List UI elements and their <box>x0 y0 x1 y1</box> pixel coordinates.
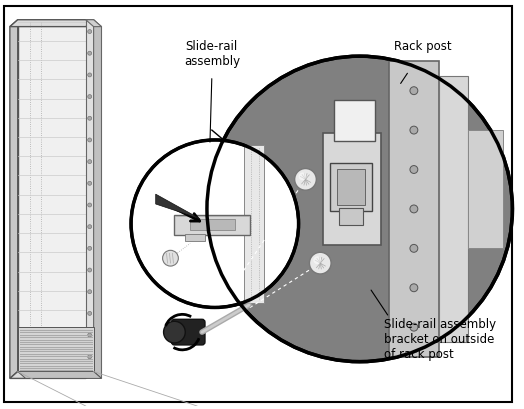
Circle shape <box>207 57 512 362</box>
Circle shape <box>88 52 92 56</box>
Text: Slide-rail assembly
bracket on outside
of rack post: Slide-rail assembly bracket on outside o… <box>384 317 496 360</box>
Circle shape <box>88 117 92 121</box>
FancyBboxPatch shape <box>339 209 363 225</box>
Circle shape <box>88 290 92 294</box>
Circle shape <box>313 256 321 265</box>
FancyBboxPatch shape <box>334 100 376 142</box>
Circle shape <box>88 355 92 359</box>
Circle shape <box>88 312 92 316</box>
FancyBboxPatch shape <box>190 220 235 231</box>
Circle shape <box>88 268 92 272</box>
Polygon shape <box>18 372 102 378</box>
FancyBboxPatch shape <box>330 163 372 211</box>
Polygon shape <box>94 21 102 378</box>
Circle shape <box>131 141 299 308</box>
FancyBboxPatch shape <box>337 169 365 205</box>
Polygon shape <box>156 195 200 219</box>
Polygon shape <box>10 21 94 27</box>
Circle shape <box>410 127 418 135</box>
Circle shape <box>310 253 331 274</box>
Circle shape <box>162 251 178 266</box>
Polygon shape <box>10 21 18 378</box>
Circle shape <box>299 173 307 181</box>
Circle shape <box>88 160 92 164</box>
FancyBboxPatch shape <box>171 319 205 345</box>
Circle shape <box>294 169 316 191</box>
Circle shape <box>88 225 92 229</box>
Polygon shape <box>86 21 102 27</box>
Circle shape <box>88 95 92 99</box>
FancyBboxPatch shape <box>468 131 503 249</box>
Circle shape <box>410 88 418 95</box>
Circle shape <box>410 205 418 213</box>
Circle shape <box>88 182 92 186</box>
FancyBboxPatch shape <box>244 146 264 303</box>
FancyBboxPatch shape <box>174 215 250 235</box>
FancyBboxPatch shape <box>389 62 439 357</box>
Text: Slide-rail
assembly: Slide-rail assembly <box>184 40 240 68</box>
Circle shape <box>410 324 418 331</box>
Circle shape <box>410 245 418 253</box>
FancyBboxPatch shape <box>323 134 381 246</box>
Circle shape <box>410 284 418 292</box>
FancyBboxPatch shape <box>185 234 205 242</box>
Polygon shape <box>86 21 94 372</box>
Polygon shape <box>18 21 94 372</box>
Circle shape <box>163 321 185 343</box>
Circle shape <box>88 139 92 143</box>
Text: Rack post: Rack post <box>394 40 452 53</box>
Circle shape <box>88 31 92 34</box>
Polygon shape <box>18 327 94 372</box>
Circle shape <box>410 166 418 174</box>
Circle shape <box>88 204 92 207</box>
Circle shape <box>88 333 92 337</box>
FancyBboxPatch shape <box>4 7 512 402</box>
Circle shape <box>88 74 92 78</box>
Polygon shape <box>10 372 94 378</box>
Circle shape <box>88 247 92 251</box>
FancyBboxPatch shape <box>439 77 468 342</box>
